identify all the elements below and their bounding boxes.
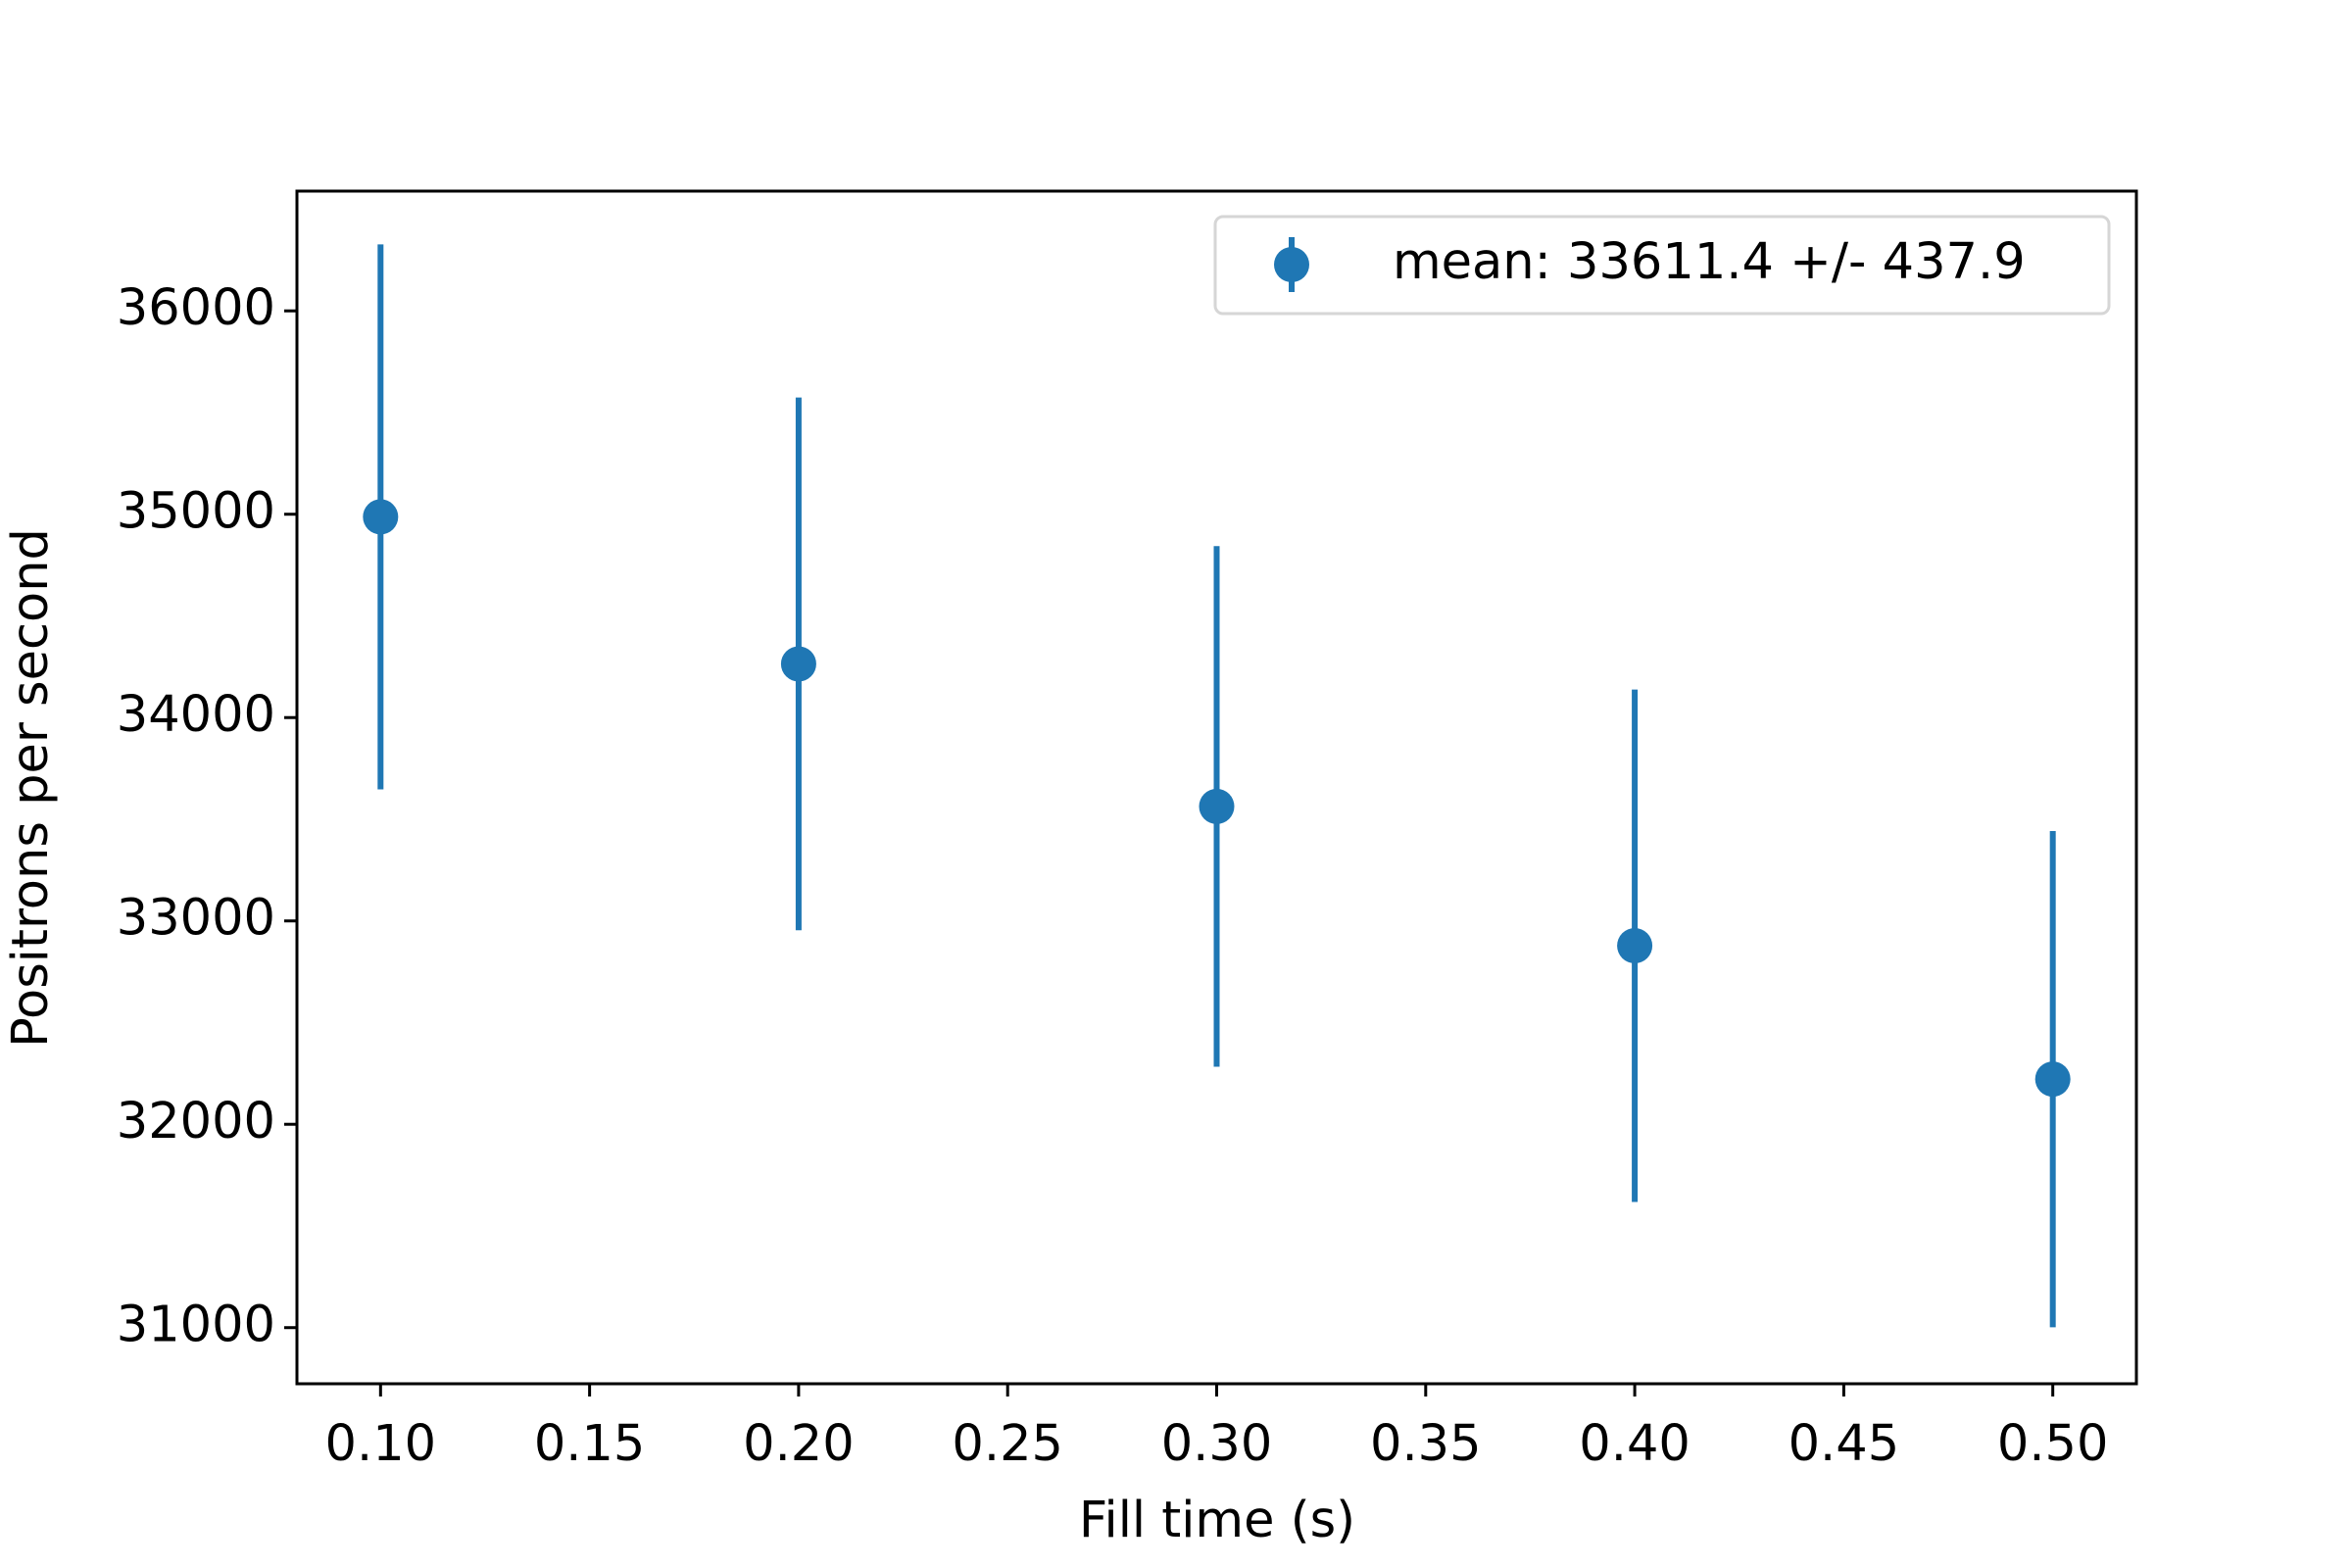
x-tick-label: 0.45 [1788,1415,1900,1473]
x-tick-label: 0.15 [534,1415,646,1473]
y-tick-label: 36000 [117,279,275,337]
plot-frame [295,189,2138,1386]
data-point [1617,928,1653,964]
x-tick-label: 0.35 [1370,1415,1482,1473]
data-point [780,646,816,682]
x-axis-label: Fill time (s) [1079,1492,1355,1549]
x-tick-label: 0.20 [743,1415,855,1473]
data-point [1199,788,1235,824]
x-tick-label: 0.25 [952,1415,1063,1473]
x-tick-label: 0.40 [1579,1415,1690,1473]
y-axis-label: Positrons per second [2,528,60,1048]
y-tick-label: 31000 [117,1297,275,1354]
x-tick-label: 0.30 [1161,1415,1273,1473]
y-tick-label: 32000 [117,1093,275,1151]
data-point [2034,1061,2071,1098]
x-tick-label: 0.10 [325,1415,437,1473]
x-tick-label: 0.50 [1997,1415,2109,1473]
legend-box [1213,215,2111,316]
y-tick-label: 33000 [117,890,275,948]
y-tick-label: 34000 [117,686,275,744]
data-point [363,499,399,535]
legend-marker [1274,247,1309,282]
y-tick-label: 35000 [117,483,275,541]
legend-label: mean: 33611.4 +/- 437.9 [1393,233,2026,291]
